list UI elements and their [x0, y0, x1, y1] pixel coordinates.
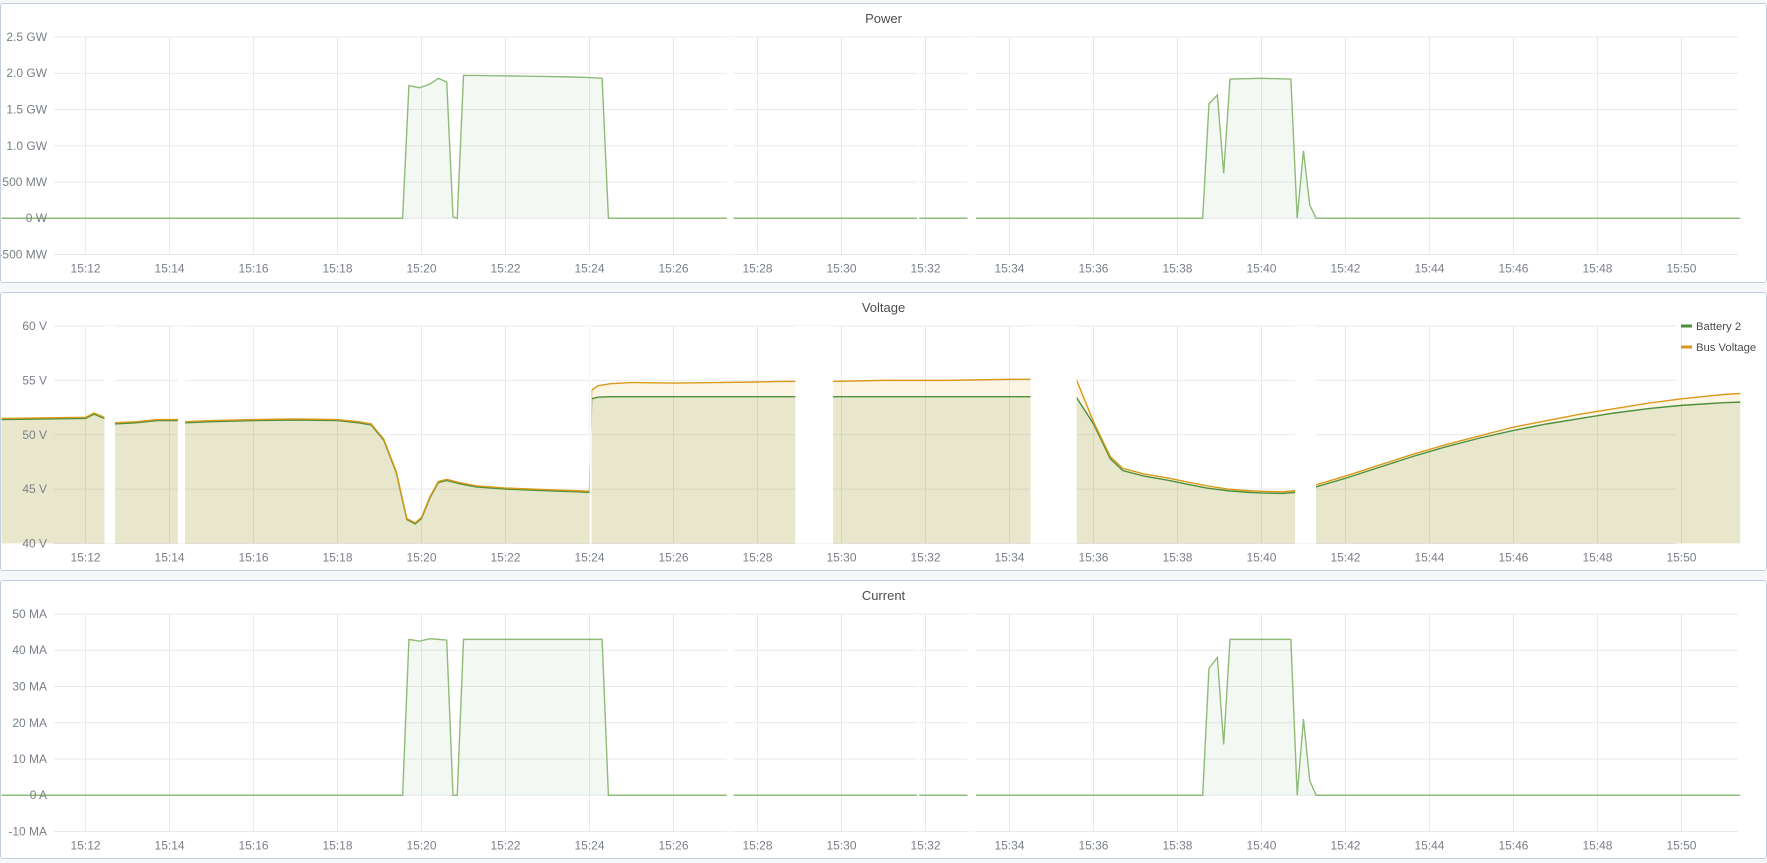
svg-text:15:48: 15:48 — [1582, 838, 1612, 852]
svg-text:15:30: 15:30 — [827, 262, 857, 276]
svg-text:15:24: 15:24 — [575, 550, 605, 564]
svg-text:0 W: 0 W — [26, 212, 48, 226]
svg-text:15:44: 15:44 — [1414, 550, 1444, 564]
svg-text:15:42: 15:42 — [1330, 838, 1360, 852]
svg-text:-10 MA: -10 MA — [8, 824, 47, 838]
svg-text:15:48: 15:48 — [1582, 550, 1612, 564]
svg-text:15:44: 15:44 — [1414, 838, 1444, 852]
svg-text:15:22: 15:22 — [491, 550, 521, 564]
svg-text:15:12: 15:12 — [71, 838, 101, 852]
svg-text:Battery 2: Battery 2 — [1696, 321, 1741, 333]
svg-text:15:38: 15:38 — [1162, 838, 1192, 852]
svg-text:15:34: 15:34 — [994, 550, 1024, 564]
svg-text:15:36: 15:36 — [1078, 550, 1108, 564]
svg-text:15:50: 15:50 — [1666, 838, 1696, 852]
svg-text:15:36: 15:36 — [1078, 262, 1108, 276]
svg-text:15:32: 15:32 — [910, 262, 940, 276]
svg-text:15:14: 15:14 — [155, 838, 185, 852]
svg-text:10 MA: 10 MA — [12, 752, 47, 766]
svg-text:15:20: 15:20 — [407, 262, 437, 276]
svg-text:60 V: 60 V — [22, 319, 47, 333]
svg-text:50 V: 50 V — [22, 427, 47, 441]
svg-text:15:28: 15:28 — [743, 838, 773, 852]
svg-text:15:30: 15:30 — [827, 550, 857, 564]
svg-text:15:42: 15:42 — [1330, 262, 1360, 276]
svg-text:15:12: 15:12 — [71, 262, 101, 276]
svg-text:15:12: 15:12 — [71, 550, 101, 564]
svg-text:15:20: 15:20 — [407, 550, 437, 564]
svg-text:15:14: 15:14 — [155, 550, 185, 564]
svg-text:15:20: 15:20 — [407, 838, 437, 852]
svg-text:40 MA: 40 MA — [12, 643, 47, 657]
svg-text:20 MA: 20 MA — [12, 716, 47, 730]
svg-text:15:22: 15:22 — [491, 262, 521, 276]
svg-text:1.5 GW: 1.5 GW — [6, 103, 47, 117]
svg-text:50 MA: 50 MA — [12, 607, 47, 621]
svg-text:15:22: 15:22 — [491, 838, 521, 852]
svg-text:15:28: 15:28 — [743, 262, 773, 276]
svg-text:15:18: 15:18 — [323, 262, 353, 276]
svg-text:15:42: 15:42 — [1330, 550, 1360, 564]
svg-text:15:26: 15:26 — [659, 262, 689, 276]
svg-text:15:16: 15:16 — [239, 550, 269, 564]
svg-text:15:24: 15:24 — [575, 838, 605, 852]
svg-text:1.0 GW: 1.0 GW — [6, 139, 47, 153]
svg-text:15:26: 15:26 — [659, 838, 689, 852]
svg-text:15:38: 15:38 — [1162, 262, 1192, 276]
svg-text:500 MW: 500 MW — [2, 175, 47, 189]
svg-text:15:34: 15:34 — [994, 838, 1024, 852]
svg-text:15:16: 15:16 — [239, 262, 269, 276]
svg-text:15:40: 15:40 — [1246, 550, 1276, 564]
svg-text:30 MA: 30 MA — [12, 679, 47, 693]
svg-text:15:46: 15:46 — [1498, 262, 1528, 276]
svg-text:15:14: 15:14 — [155, 262, 185, 276]
svg-text:15:46: 15:46 — [1498, 550, 1528, 564]
svg-text:Bus Voltage: Bus Voltage — [1696, 342, 1756, 354]
svg-text:15:28: 15:28 — [743, 550, 773, 564]
svg-text:15:26: 15:26 — [659, 550, 689, 564]
svg-text:15:32: 15:32 — [910, 838, 940, 852]
svg-text:15:48: 15:48 — [1582, 262, 1612, 276]
svg-text:15:50: 15:50 — [1666, 550, 1696, 564]
svg-text:40 V: 40 V — [22, 536, 47, 550]
svg-text:15:24: 15:24 — [575, 262, 605, 276]
svg-text:15:16: 15:16 — [239, 838, 269, 852]
svg-text:2.0 GW: 2.0 GW — [6, 67, 47, 81]
svg-text:15:46: 15:46 — [1498, 838, 1528, 852]
svg-text:0 A: 0 A — [30, 788, 47, 802]
svg-text:15:38: 15:38 — [1162, 550, 1192, 564]
svg-text:55 V: 55 V — [22, 373, 47, 387]
svg-text:45 V: 45 V — [22, 482, 47, 496]
svg-text:15:50: 15:50 — [1666, 262, 1696, 276]
svg-text:15:18: 15:18 — [323, 550, 353, 564]
svg-text:-500 MW: -500 MW — [1, 248, 48, 262]
svg-text:15:40: 15:40 — [1246, 262, 1276, 276]
svg-text:15:34: 15:34 — [994, 262, 1024, 276]
svg-text:2.5 GW: 2.5 GW — [6, 30, 47, 44]
svg-text:15:40: 15:40 — [1246, 838, 1276, 852]
svg-text:15:44: 15:44 — [1414, 262, 1444, 276]
svg-text:15:18: 15:18 — [323, 838, 353, 852]
svg-text:15:30: 15:30 — [827, 838, 857, 852]
svg-text:15:36: 15:36 — [1078, 838, 1108, 852]
svg-text:15:32: 15:32 — [910, 550, 940, 564]
